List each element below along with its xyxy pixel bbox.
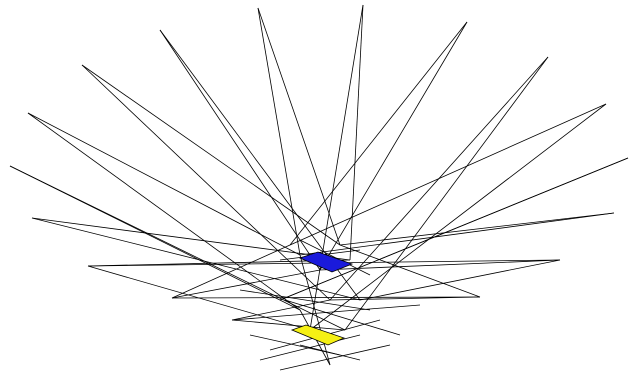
- spoke-line: [309, 4, 364, 331]
- spoke-line: [344, 56, 549, 331]
- spoke-line: [319, 259, 561, 271]
- spoke-line: [329, 296, 481, 301]
- spoke-line: [27, 112, 301, 256]
- spoke-line: [171, 244, 291, 299]
- cross-line: [279, 344, 391, 371]
- spoke-line: [319, 21, 468, 271]
- spoke-line: [9, 165, 301, 311]
- spoke-line: [31, 217, 361, 301]
- yellow-parallelogram: [290, 324, 346, 346]
- spoke-line: [309, 103, 607, 331]
- spoke-line: [289, 21, 468, 246]
- spoke-line: [27, 112, 301, 311]
- cross-line: [299, 344, 361, 361]
- spoke-line: [81, 64, 341, 246]
- blue-parallelogram: [298, 251, 354, 273]
- cross-line: [249, 334, 341, 356]
- spoke-line: [231, 319, 346, 331]
- spoke-line: [231, 299, 331, 321]
- spoke-line: [339, 244, 481, 298]
- spoke-line: [31, 217, 351, 261]
- cross-line: [239, 289, 371, 311]
- spoke-line: [279, 157, 629, 301]
- spoke-line: [339, 212, 615, 246]
- spoke-line: [299, 254, 331, 366]
- spoke-line: [257, 7, 341, 246]
- spoke-line: [171, 269, 321, 299]
- spoke-line: [359, 259, 561, 301]
- spoke-line: [159, 29, 321, 271]
- spoke-lines: [9, 4, 629, 371]
- cross-line: [284, 299, 401, 336]
- cross-line: [171, 296, 481, 299]
- spoke-line: [81, 64, 331, 301]
- spoke-line: [289, 103, 607, 246]
- spoke-line: [299, 212, 615, 256]
- cross-line: [299, 239, 371, 276]
- spoke-line: [257, 7, 301, 256]
